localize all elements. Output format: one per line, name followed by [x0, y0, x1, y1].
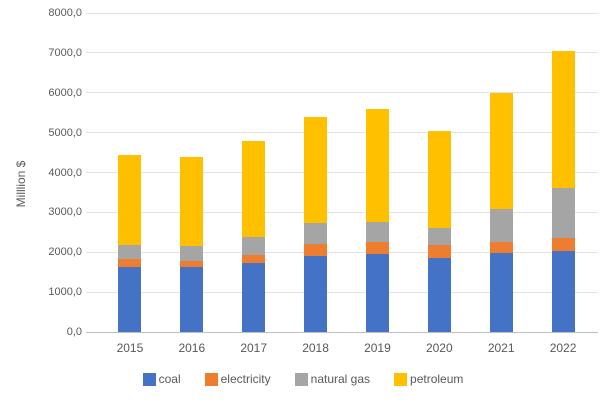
bar-segment-petroleum-2016	[180, 156, 204, 247]
gridline	[86, 132, 598, 134]
legend: coal electricity natural gas petroleum	[0, 372, 606, 386]
x-tick-label-2016: 2016	[178, 341, 206, 355]
bar-segment-natural-gas-2019	[365, 221, 389, 242]
bar-segment-electricity-2021	[489, 241, 513, 254]
gridline	[86, 12, 598, 14]
y-tick-label: 4000,0	[48, 166, 82, 179]
gridline	[86, 291, 598, 293]
legend-item-natural-gas: natural gas	[294, 372, 371, 386]
bar-segment-coal-2021	[489, 253, 513, 332]
bar-segment-electricity-2016	[180, 261, 204, 267]
gridline	[86, 251, 598, 253]
x-tick-label-2018: 2018	[302, 341, 329, 355]
bar-segment-petroleum-2015	[118, 154, 142, 246]
bar-segment-natural-gas-2015	[118, 245, 142, 260]
legend-label: petroleum	[410, 372, 464, 386]
legend-swatch-icon	[204, 372, 218, 386]
bar-segment-electricity-2018	[304, 243, 328, 257]
legend-swatch-icon	[142, 372, 156, 386]
bar-segment-natural-gas-2022	[551, 188, 575, 239]
bar-segment-coal-2018	[304, 256, 328, 332]
bar-segment-natural-gas-2017	[242, 237, 266, 255]
bar-segment-petroleum-2022	[551, 50, 575, 189]
x-tick-label-2021: 2021	[487, 341, 515, 355]
legend-swatch-icon	[294, 372, 308, 386]
bar-segment-coal-2022	[551, 251, 575, 332]
y-axis-title: Milllion $	[14, 160, 28, 208]
bar-segment-coal-2017	[242, 263, 266, 332]
bar-segment-petroleum-2021	[489, 92, 513, 209]
bar-segment-electricity-2020	[427, 245, 451, 259]
bar-segment-petroleum-2020	[427, 130, 451, 228]
x-tick-label-2017: 2017	[240, 341, 268, 355]
legend-item-electricity: electricity	[204, 372, 271, 386]
y-tick-label: 2000,0	[48, 246, 82, 259]
x-tick-label-2020: 2020	[425, 341, 453, 355]
legend-item-coal: coal	[142, 372, 181, 386]
bar-segment-natural-gas-2020	[427, 227, 451, 246]
bar-segment-electricity-2022	[551, 238, 575, 252]
x-axis-line	[86, 331, 598, 333]
y-tick-label: 6000,0	[48, 86, 82, 99]
y-tick-label: 1000,0	[48, 286, 82, 299]
bar-segment-coal-2016	[180, 266, 204, 332]
bar-segment-coal-2015	[118, 267, 142, 332]
bar-segment-electricity-2017	[242, 254, 266, 264]
x-tick-label-2019: 2019	[364, 341, 391, 355]
y-tick-label: 5000,0	[48, 126, 82, 139]
legend-label: coal	[158, 372, 181, 386]
y-tick-label: 0,0	[66, 326, 82, 338]
legend-label: natural gas	[310, 372, 371, 386]
bar-segment-natural-gas-2018	[304, 222, 328, 244]
legend-item-petroleum: petroleum	[394, 372, 463, 386]
bar-segment-natural-gas-2016	[180, 246, 204, 262]
gridline	[86, 92, 598, 94]
legend-swatch-icon	[394, 372, 408, 386]
gridline	[86, 172, 598, 173]
gridline	[86, 52, 598, 54]
x-tick-label-2015: 2015	[116, 341, 144, 355]
x-tick-label-2022: 2022	[549, 341, 577, 355]
y-tick-label: 7000,0	[48, 46, 82, 59]
bar-segment-petroleum-2017	[242, 140, 266, 238]
bar-segment-electricity-2015	[118, 259, 142, 267]
bar-segment-natural-gas-2021	[489, 208, 513, 242]
bar-segment-coal-2019	[365, 254, 389, 332]
gridline	[86, 211, 598, 213]
y-tick-label: 8000,0	[48, 7, 82, 19]
bar-segment-petroleum-2018	[304, 116, 328, 223]
y-tick-label: 3000,0	[48, 206, 82, 219]
bar-segment-electricity-2019	[365, 241, 389, 255]
legend-label: electricity	[220, 372, 271, 386]
bar-segment-coal-2020	[427, 258, 451, 332]
bar-segment-petroleum-2019	[365, 108, 389, 222]
